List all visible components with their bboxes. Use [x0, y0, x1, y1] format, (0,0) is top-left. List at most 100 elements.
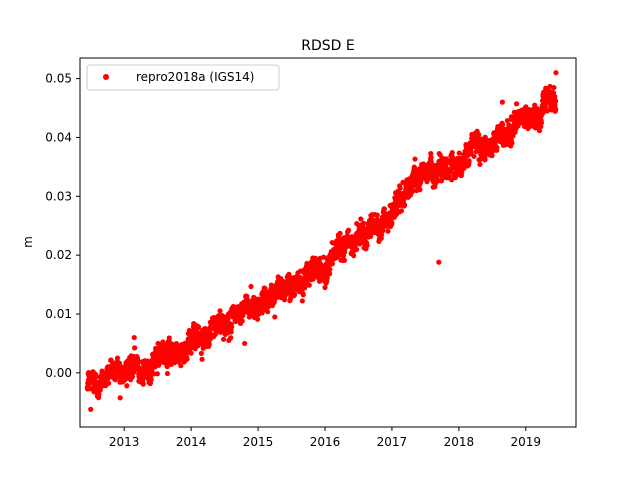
data-point [553, 98, 559, 104]
data-point [206, 341, 212, 347]
x-tick-label: 2013 [109, 435, 140, 449]
plot-frame [79, 57, 577, 428]
data-point [106, 380, 112, 386]
data-point [553, 106, 559, 113]
data-point [378, 232, 385, 238]
data-point [337, 230, 343, 236]
legend-label: repro2018a (IGS14) [136, 70, 254, 84]
data-point [428, 159, 434, 165]
data-point [542, 103, 548, 110]
data-point [345, 227, 352, 233]
data-point [544, 108, 550, 114]
legend-marker [103, 74, 109, 80]
data-point [476, 132, 482, 138]
data-point [358, 216, 364, 222]
data-point [418, 178, 424, 184]
data-point [327, 271, 333, 277]
data-point [342, 249, 348, 255]
data-point [268, 282, 274, 288]
data-point [129, 374, 136, 380]
data-point [239, 318, 245, 324]
data-point [494, 144, 500, 151]
data-point [299, 298, 305, 304]
data-point [324, 275, 330, 281]
x-tick-label: 2015 [243, 435, 274, 449]
data-point [320, 254, 327, 260]
legend-box [86, 64, 280, 91]
data-point [154, 371, 160, 377]
data-point [96, 392, 102, 398]
data-point [428, 150, 434, 157]
data-point [93, 373, 99, 379]
data-point [417, 187, 423, 193]
y-tick-label: 0.03 [45, 189, 72, 203]
data-point [449, 149, 455, 156]
data-point [500, 121, 506, 128]
data-point [184, 356, 190, 362]
data-point [322, 284, 328, 291]
data-point [536, 127, 543, 134]
data-point [381, 206, 388, 212]
y-tick-label: 0.04 [45, 130, 72, 144]
data-point [409, 188, 416, 195]
data-point [482, 157, 488, 163]
data-point [443, 158, 450, 164]
data-point [242, 340, 248, 347]
x-tick-label: 2017 [377, 435, 408, 449]
data-point [199, 356, 205, 362]
data-point [228, 335, 234, 341]
data-point [291, 291, 298, 298]
data-point [198, 350, 204, 356]
data-point [228, 324, 235, 330]
data-point [178, 363, 184, 369]
data-point [195, 324, 202, 330]
data-point [509, 140, 515, 146]
data-point [436, 259, 442, 265]
data-point [132, 345, 138, 351]
data-point [220, 336, 227, 342]
data-point [286, 271, 292, 277]
data-point [551, 84, 557, 91]
data-point [327, 267, 333, 273]
chart-title: RDSD E [301, 38, 354, 54]
data-point [360, 220, 367, 226]
y-axis: 0.00 0.01 0.02 0.03 0.04 0.05 [45, 72, 80, 380]
data-point [364, 242, 370, 248]
data-point [135, 358, 141, 364]
data-point [302, 285, 308, 291]
data-point [538, 120, 545, 126]
data-point [244, 293, 250, 299]
data-point [148, 376, 154, 383]
data-point [300, 292, 306, 298]
data-point [471, 153, 477, 159]
x-tick-label: 2016 [310, 435, 341, 449]
data-point [217, 308, 223, 314]
data-point [248, 283, 254, 290]
data-point [400, 179, 406, 186]
data-point [428, 154, 434, 160]
data-point [88, 406, 94, 412]
data-point [398, 208, 405, 214]
data-point [117, 360, 123, 366]
x-axis: 2013 2014 2015 2016 2017 2018 2019 [109, 427, 541, 449]
data-point [329, 261, 335, 267]
data-point [374, 212, 380, 218]
data-point [124, 383, 130, 389]
data-point [164, 370, 171, 377]
y-axis-label: m [21, 236, 35, 248]
data-point [281, 297, 288, 303]
data-point [401, 202, 408, 208]
data-point [489, 153, 495, 159]
data-point [131, 334, 137, 341]
x-tick-label: 2014 [176, 435, 207, 449]
data-point [459, 169, 465, 175]
data-point [351, 253, 357, 259]
data-point [466, 158, 472, 164]
data-point [477, 161, 483, 168]
x-tick-label: 2018 [444, 435, 475, 449]
y-tick-label: 0.02 [45, 248, 72, 262]
data-point [117, 395, 123, 401]
data-point [188, 350, 194, 356]
data-point [456, 150, 462, 156]
